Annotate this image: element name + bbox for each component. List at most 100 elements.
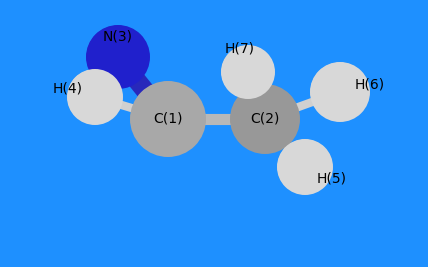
Circle shape [240, 94, 284, 138]
Circle shape [254, 108, 259, 113]
Circle shape [77, 80, 105, 108]
Circle shape [93, 32, 138, 77]
Circle shape [256, 109, 257, 111]
Circle shape [326, 78, 344, 96]
Circle shape [95, 34, 135, 74]
Circle shape [233, 87, 296, 150]
Circle shape [241, 95, 281, 135]
Circle shape [313, 65, 366, 117]
Circle shape [233, 87, 294, 148]
Circle shape [292, 154, 308, 170]
Circle shape [140, 91, 189, 140]
Circle shape [282, 144, 324, 186]
Circle shape [238, 62, 246, 70]
Circle shape [254, 108, 261, 115]
Circle shape [146, 97, 178, 130]
Circle shape [156, 107, 163, 114]
Circle shape [151, 102, 172, 123]
Circle shape [238, 62, 247, 71]
Circle shape [95, 35, 134, 73]
Circle shape [237, 91, 289, 143]
Circle shape [101, 41, 124, 63]
Circle shape [106, 45, 117, 56]
Circle shape [253, 106, 263, 117]
Circle shape [238, 92, 287, 141]
Circle shape [281, 143, 326, 188]
Circle shape [87, 89, 89, 91]
Circle shape [330, 82, 336, 88]
Circle shape [147, 98, 178, 128]
Circle shape [233, 57, 256, 80]
Circle shape [153, 104, 168, 119]
Circle shape [234, 58, 254, 78]
Circle shape [297, 159, 300, 162]
Circle shape [231, 55, 259, 83]
Circle shape [139, 90, 190, 142]
Circle shape [322, 74, 349, 101]
Circle shape [251, 105, 265, 119]
Circle shape [238, 93, 286, 140]
Circle shape [312, 64, 366, 118]
Circle shape [134, 85, 199, 150]
Circle shape [88, 27, 147, 86]
Circle shape [92, 30, 141, 80]
Circle shape [310, 62, 370, 122]
Circle shape [296, 158, 301, 163]
Circle shape [329, 81, 339, 91]
Circle shape [222, 45, 274, 98]
Circle shape [224, 48, 270, 94]
Circle shape [279, 140, 330, 193]
Circle shape [230, 54, 260, 84]
Circle shape [110, 48, 111, 50]
Circle shape [74, 76, 111, 113]
Circle shape [311, 63, 368, 120]
Circle shape [229, 53, 262, 85]
Circle shape [286, 148, 318, 180]
Circle shape [70, 72, 119, 121]
Circle shape [247, 101, 271, 125]
Circle shape [155, 106, 164, 115]
Circle shape [229, 53, 262, 86]
Circle shape [83, 85, 96, 98]
Circle shape [323, 75, 348, 100]
Circle shape [70, 72, 118, 120]
Circle shape [324, 77, 346, 98]
Circle shape [316, 68, 360, 112]
Circle shape [142, 93, 186, 137]
Circle shape [232, 56, 256, 80]
Circle shape [86, 88, 91, 93]
Circle shape [236, 90, 290, 144]
Circle shape [228, 52, 263, 87]
Circle shape [222, 46, 273, 97]
Circle shape [327, 79, 342, 94]
Circle shape [149, 100, 174, 125]
Circle shape [80, 83, 100, 102]
Circle shape [313, 65, 364, 116]
Circle shape [332, 84, 333, 85]
Circle shape [107, 46, 115, 54]
Circle shape [321, 73, 352, 104]
Circle shape [96, 35, 133, 72]
Circle shape [104, 42, 121, 60]
Text: H(6): H(6) [355, 78, 385, 92]
Circle shape [240, 64, 243, 67]
Circle shape [85, 87, 93, 95]
Circle shape [285, 147, 320, 182]
Circle shape [327, 80, 341, 93]
Circle shape [318, 70, 356, 108]
Circle shape [99, 38, 128, 67]
Circle shape [223, 47, 272, 96]
Circle shape [225, 49, 268, 92]
Circle shape [131, 83, 204, 155]
Circle shape [80, 82, 101, 103]
Circle shape [290, 152, 312, 174]
Text: C(2): C(2) [250, 112, 279, 126]
Circle shape [74, 76, 112, 114]
Circle shape [226, 50, 268, 91]
Circle shape [324, 76, 347, 99]
Circle shape [131, 82, 205, 156]
Circle shape [289, 151, 313, 175]
Circle shape [292, 154, 309, 171]
Circle shape [279, 141, 330, 191]
Circle shape [138, 89, 193, 144]
